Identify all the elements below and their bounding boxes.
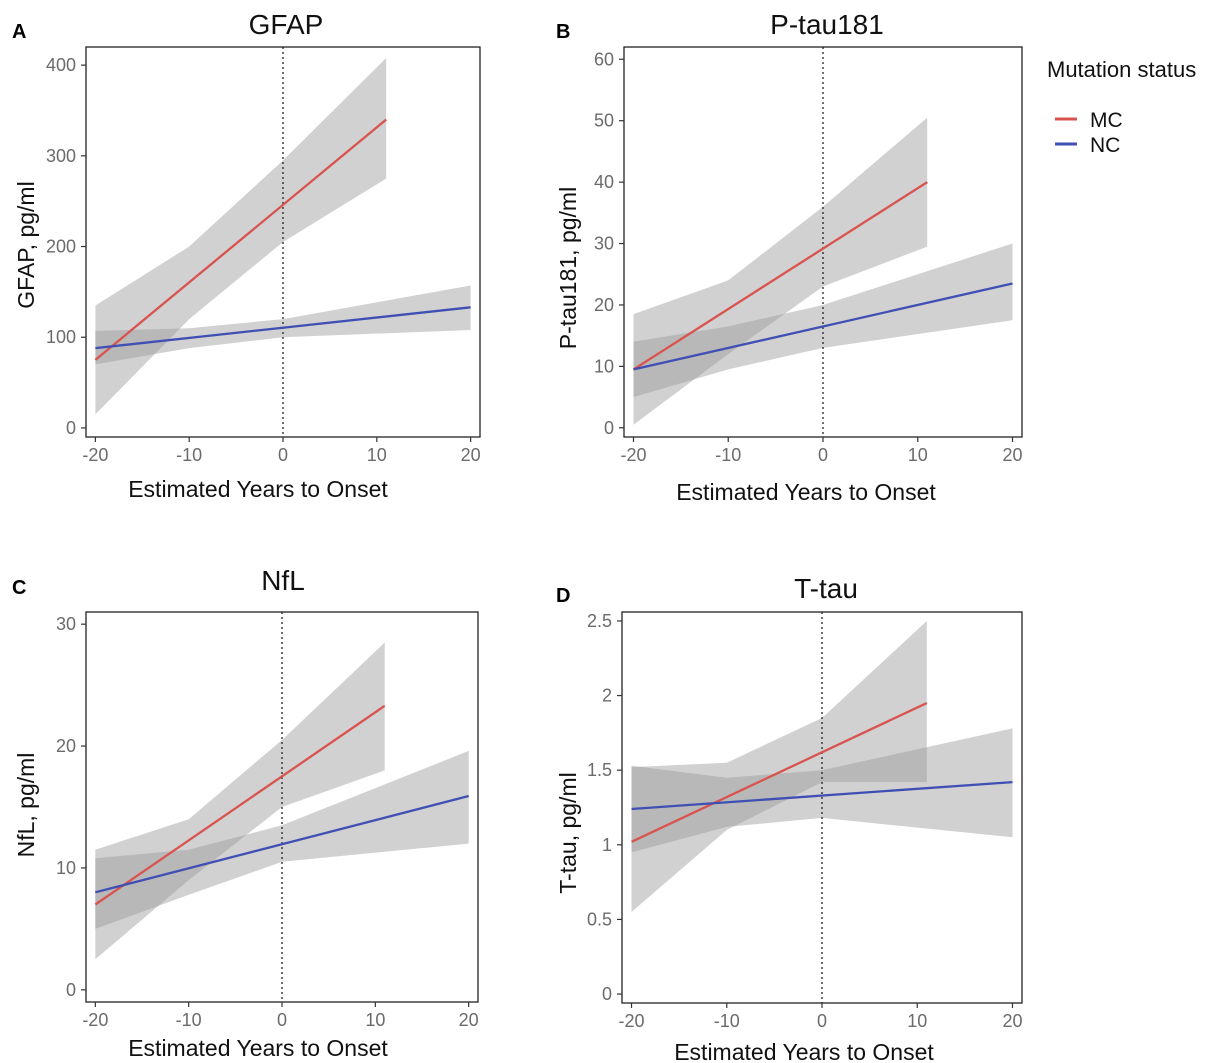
panel-c-y-tick-label: 0: [66, 980, 76, 1000]
panel-d-x-tick-label: -10: [714, 1011, 740, 1031]
panel-c-line-mc: [94, 704, 386, 906]
panel-d-y-tick-label: 0.5: [587, 909, 612, 929]
panel-b-y-tick-label: 50: [594, 111, 614, 131]
panel-a-y-tick-label: 400: [46, 55, 76, 75]
panel-d-letter: D: [556, 585, 570, 607]
panel-d-y-tick-label: 0: [602, 984, 612, 1004]
panel-d-y-axis-title: T-tau, pg/ml: [555, 772, 581, 893]
panel-c-x-axis-title: Estimated Years to Onset: [128, 1035, 388, 1061]
panel-d-ci-band-nc: [631, 728, 1013, 853]
panel-c-y-axis-title: NfL, pg/ml: [13, 753, 39, 858]
panel-d-x-tick-label: -20: [619, 1011, 645, 1031]
legend-label-mc: MC: [1090, 109, 1123, 132]
panel-c-x-tick-label: -20: [82, 1010, 108, 1030]
panel-b-y-tick-label: 20: [594, 295, 614, 315]
panel-b-x-axis-title: Estimated Years to Onset: [676, 479, 936, 505]
panel-b-letter: B: [556, 21, 570, 43]
panel-b-plot-area: [632, 47, 1013, 437]
panel-b-ci-band-mc: [633, 117, 928, 425]
legend-title: Mutation status: [1047, 57, 1196, 82]
panel-a-line-nc: [95, 306, 471, 350]
panel-c-x-tick-label: 10: [365, 1010, 385, 1030]
panel-a-x-tick-label: 0: [278, 445, 288, 465]
panel-d-x-tick-label: 10: [907, 1011, 927, 1031]
panel-a-plot-area: [94, 47, 471, 437]
panel-d-x-axis-title: Estimated Years to Onset: [674, 1039, 934, 1063]
panel-c-title: NfL: [261, 565, 305, 596]
panel-d-ci-band-mc: [631, 621, 927, 912]
panel-d-plot-area: [631, 612, 1013, 1003]
panel-b-line-nc: [633, 282, 1013, 371]
panel-d-x-tick-label: 20: [1002, 1011, 1022, 1031]
panel-b-y-axis-title: P-tau181, pg/ml: [555, 187, 581, 349]
panel-c-x-tick-label: -10: [176, 1010, 202, 1030]
panel-d-y-tick-label: 2.5: [587, 611, 612, 631]
panel-b-y-tick-label: 10: [594, 356, 614, 376]
panel-b-x-tick-label: -20: [620, 445, 646, 465]
panel-a-line-mc: [94, 118, 387, 361]
panel-c-line-nc: [95, 794, 469, 894]
panel-a-x-tick-label: 10: [367, 445, 387, 465]
panel-c-x-tick-label: 20: [459, 1010, 479, 1030]
panel-c-y-tick-label: 10: [56, 858, 76, 878]
panel-d-line-mc: [631, 701, 928, 843]
panel-a-y-tick-label: 0: [66, 418, 76, 438]
panel-c-x-tick-label: 0: [277, 1010, 287, 1030]
panel-d: D T-tau -20 -10 0 10 20 0 0.5 1 1.5 2 2.5 Estimated Y…: [555, 573, 1023, 1063]
panel-b-y-tick-label: 40: [594, 172, 614, 192]
panel-a-y-tick-label: 200: [46, 237, 76, 257]
panel-a-y-axis-title: GFAP, pg/ml: [13, 181, 39, 308]
panel-d-y-tick-label: 1.5: [587, 760, 612, 780]
panel-c-y-tick-label: 20: [56, 736, 76, 756]
panel-b-x-tick-label: 0: [818, 445, 828, 465]
panel-b-y-tick-label: 60: [594, 49, 614, 69]
panel-c-ci-band-mc: [95, 642, 385, 960]
panel-c-y-tick-label: 30: [56, 614, 76, 634]
panel-b: B P-tau181 -20 -10 0 10 20 0 10 20 30 40 50 60 Estimat…: [555, 9, 1023, 505]
panel-d-y-tick-label: 1: [602, 835, 612, 855]
panel-a-title: GFAP: [249, 9, 324, 40]
panel-a-x-tick-label: 20: [461, 445, 481, 465]
panel-a-y-tick-label: 300: [46, 146, 76, 166]
panel-d-title: T-tau: [794, 573, 858, 604]
panel-b-title: P-tau181: [770, 9, 884, 40]
panel-c-ci-band-nc: [95, 750, 469, 929]
panel-d-line-nc: [631, 780, 1013, 811]
panel-a-ci-band-nc: [95, 285, 471, 365]
legend: Mutation status MC NC: [1047, 57, 1196, 157]
panel-a-ci-band-mc: [95, 57, 387, 415]
panel-b-x-tick-label: 20: [1003, 445, 1023, 465]
panel-c-plot-area: [94, 612, 469, 1002]
panel-b-x-tick-label: 10: [908, 445, 928, 465]
panel-a-x-tick-label: -20: [82, 445, 108, 465]
panel-d-x-tick-label: 0: [817, 1011, 827, 1031]
legend-label-nc: NC: [1090, 134, 1120, 157]
panel-a-x-tick-label: -10: [176, 445, 202, 465]
panel-b-x-tick-label: -10: [715, 445, 741, 465]
panel-b-line-mc: [632, 181, 928, 371]
panel-a-x-axis-title: Estimated Years to Onset: [128, 476, 388, 502]
panel-b-ci-band-nc: [633, 243, 1013, 398]
panel-b-y-tick-label: 30: [594, 234, 614, 254]
panel-c: C NfL -20 -10 0 10 20 0 10 20 30 Estimated Years to…: [12, 565, 479, 1061]
panel-b-y-tick-label: 0: [604, 418, 614, 438]
panel-d-y-tick-label: 2: [602, 686, 612, 706]
panel-c-letter: C: [12, 577, 26, 599]
panel-a-y-tick-label: 100: [46, 327, 76, 347]
panel-a-letter: A: [12, 21, 26, 43]
